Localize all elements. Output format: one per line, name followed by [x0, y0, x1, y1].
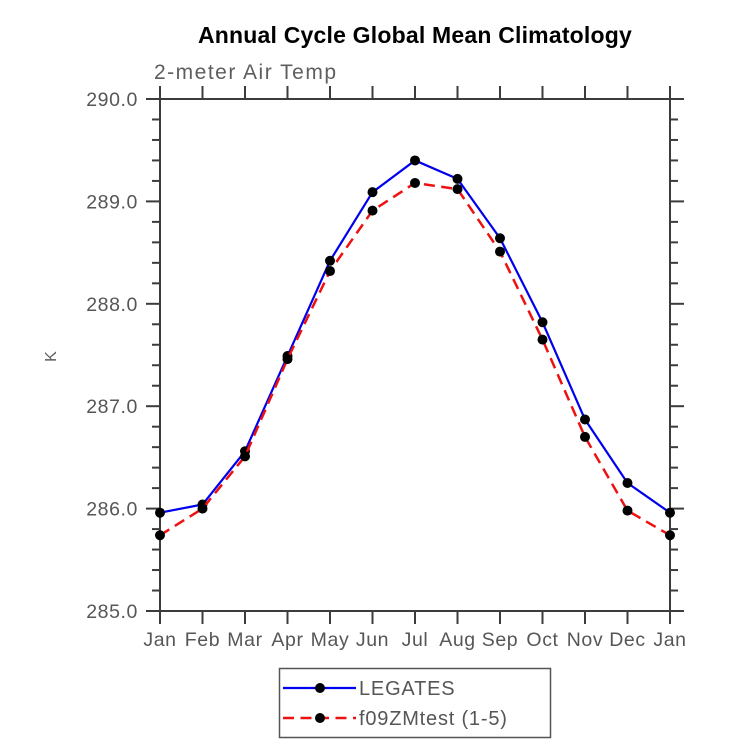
data-point-marker: [155, 530, 165, 541]
data-point-marker: [325, 266, 335, 277]
x-tick-label: Nov: [567, 629, 603, 651]
data-point-marker: [367, 187, 378, 198]
data-point-marker: [410, 177, 420, 188]
x-tick-label: Jun: [356, 629, 389, 651]
y-tick-label: 287.0: [86, 396, 138, 418]
x-tick-label: Sep: [482, 629, 519, 651]
data-point-marker: [155, 507, 165, 518]
legend-marker: [315, 683, 325, 693]
chart-title: Annual Cycle Global Mean Climatology: [198, 22, 632, 48]
data-point-marker: [622, 505, 633, 516]
y-tick-label: 289.0: [86, 191, 138, 213]
data-point-marker: [197, 503, 208, 514]
data-point-marker: [665, 507, 675, 518]
data-point-marker: [622, 478, 633, 488]
x-tick-label: Feb: [185, 629, 220, 651]
y-tick-label: 285.0: [86, 601, 138, 623]
series-line-legates: [159, 159, 671, 514]
data-point-marker: [410, 155, 420, 166]
legend-label: f09ZMtest (1-5): [359, 708, 508, 730]
data-point-marker: [325, 255, 335, 266]
data-point-marker: [367, 205, 378, 216]
x-tick-label: Apr: [271, 629, 303, 651]
data-point-marker: [495, 246, 505, 257]
y-tick-label: 286.0: [86, 499, 138, 521]
data-point-marker: [537, 317, 548, 328]
x-tick-label: Jan: [143, 629, 176, 651]
x-tick-label: Oct: [526, 629, 558, 651]
data-point-marker: [537, 334, 548, 345]
legend-marker: [315, 713, 325, 723]
data-point-marker: [282, 354, 293, 365]
x-tick-label: May: [311, 629, 350, 651]
data-point-marker: [665, 530, 675, 541]
x-tick-label: Dec: [609, 629, 645, 651]
data-point-marker: [452, 184, 463, 195]
x-tick-label: Jul: [402, 629, 429, 651]
data-point-marker: [240, 451, 250, 462]
x-tick-label: Jan: [653, 629, 686, 651]
data-point-marker: [452, 173, 463, 184]
series-line-f09zmtest: [159, 181, 671, 537]
x-tick-label: Mar: [227, 629, 262, 651]
x-tick-label: Aug: [439, 629, 476, 651]
legend-label: LEGATES: [359, 678, 455, 700]
plot-frame: [159, 98, 671, 612]
data-point-marker: [495, 233, 505, 244]
chart-subtitle: 2-meter Air Temp: [154, 61, 338, 84]
data-point-marker: [580, 414, 590, 425]
y-tick-label: 290.0: [86, 89, 138, 111]
y-axis-unit-label: K: [43, 350, 60, 362]
y-tick-label: 288.0: [86, 294, 138, 316]
legend-box: [278, 667, 552, 739]
data-point-marker: [580, 431, 590, 442]
